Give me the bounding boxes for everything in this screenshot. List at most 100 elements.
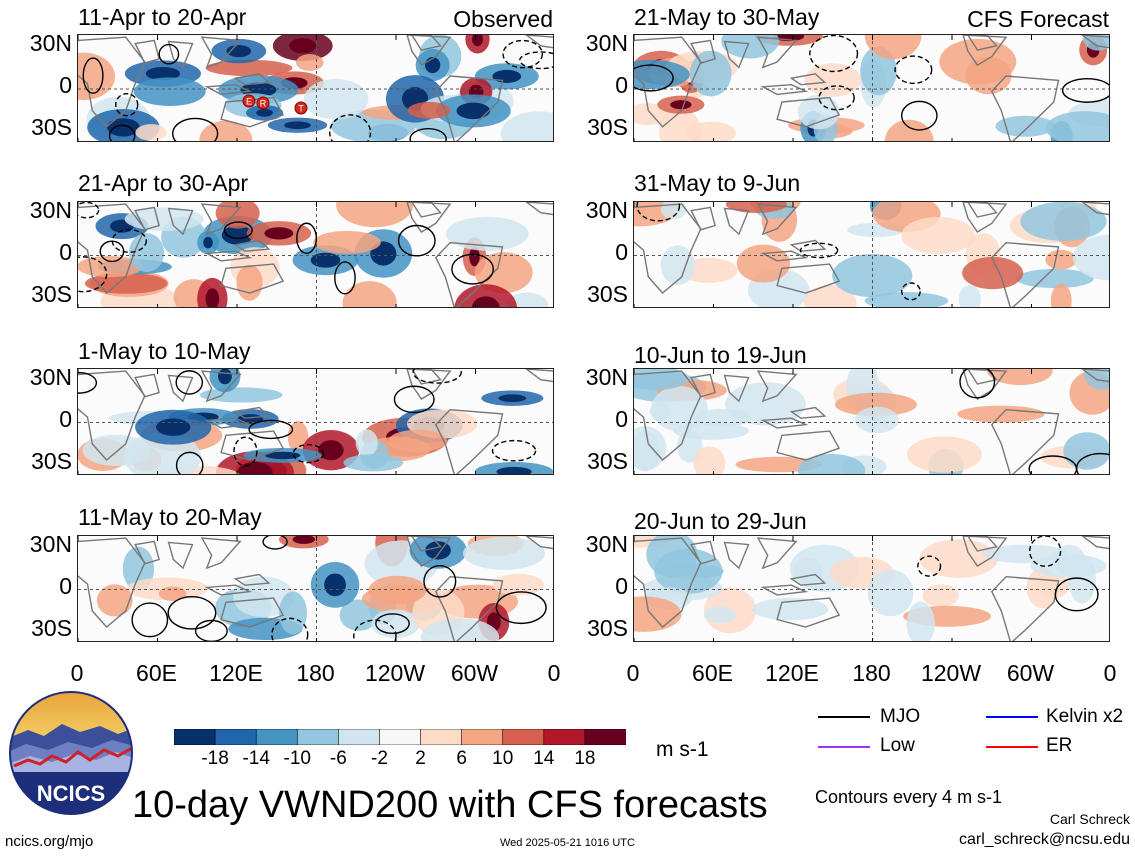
legend-label-mjo: MJO — [880, 706, 921, 727]
coastline — [204, 584, 253, 596]
mjo-contour — [634, 64, 674, 92]
legend-line-kelvin — [986, 716, 1038, 718]
anomaly-blob — [1016, 268, 1094, 289]
anomaly-blob — [205, 59, 293, 77]
lat-tick-label: 30N — [585, 364, 628, 390]
coastline — [760, 417, 809, 429]
anomaly-blob — [371, 609, 420, 639]
lat-tick-label: 30S — [31, 615, 72, 641]
figure-title: 10-day VWND200 with CFS forecasts — [132, 784, 768, 826]
mjo-contour — [271, 617, 309, 641]
coastline — [967, 35, 998, 51]
mjo-contour — [108, 124, 136, 141]
anomaly-core — [217, 369, 232, 385]
coastline — [776, 263, 841, 294]
coastline — [204, 83, 253, 96]
coastline — [78, 537, 146, 628]
anomaly-core — [496, 466, 532, 474]
mjo-contour — [397, 224, 436, 257]
anomaly-blob — [901, 216, 976, 255]
panel-title-obs3: 1-May to 10-May — [78, 338, 251, 364]
anomaly-blob — [651, 386, 708, 432]
map-svg — [78, 536, 553, 641]
panel-title-fc1: 21-May to 30-May — [634, 4, 820, 30]
anomaly-blob — [693, 446, 726, 474]
storm-marker-t: T — [294, 101, 308, 120]
anomaly-blob — [474, 252, 533, 294]
anomaly-blob — [987, 369, 1053, 386]
anomaly-blob — [634, 430, 660, 472]
lon-tick-label: 60W — [450, 660, 499, 686]
coastline — [760, 584, 809, 596]
lat-tick-label: 30S — [587, 615, 628, 641]
lat-tick-label: 0 — [59, 72, 72, 98]
coastline — [406, 35, 452, 67]
anomaly-blob — [343, 454, 404, 472]
coastline — [411, 536, 442, 552]
coastline — [78, 203, 146, 294]
coastline — [756, 370, 798, 403]
lon-tick-label: 0 — [70, 660, 84, 686]
coastline — [723, 374, 750, 403]
mjo-contour — [334, 261, 356, 295]
anomaly-blob — [1045, 249, 1077, 270]
map-panel-fc1 — [633, 34, 1110, 142]
map-panel-obs2 — [77, 201, 554, 308]
mjo-contour — [901, 282, 921, 301]
lon-tick-label: 120W — [920, 660, 982, 686]
coastline — [789, 73, 827, 86]
author-email[interactable]: carl_schreck@ncsu.edu — [959, 831, 1130, 848]
coastline — [962, 202, 1008, 233]
coastline — [723, 541, 750, 570]
coastline — [200, 537, 242, 570]
coastline — [756, 36, 798, 69]
coastline — [634, 537, 702, 628]
anomaly-core — [670, 100, 692, 110]
anomaly-blob — [236, 264, 263, 301]
map-panel-fc3 — [633, 368, 1110, 475]
lon-tick-label: 60W — [1006, 660, 1055, 686]
storm-label-t: T — [298, 104, 304, 114]
anomaly-blob — [703, 606, 736, 624]
coastline — [690, 540, 716, 565]
anomaly-blob — [906, 601, 935, 641]
colorbar-tick-label: -2 — [371, 748, 388, 769]
mjo-contour — [491, 439, 537, 462]
anomaly-blob — [804, 63, 862, 97]
mjo-contour — [799, 242, 839, 259]
anomaly-blob — [854, 406, 899, 434]
mjo-contour — [894, 55, 933, 85]
panel-title-obs1: 11-Apr to 20-Apr — [78, 4, 247, 30]
anomaly-blob — [295, 54, 324, 71]
anomaly-blob — [96, 584, 133, 617]
coastline — [411, 202, 442, 218]
coastline — [789, 406, 827, 419]
coastline — [776, 597, 841, 628]
mjo-contour — [375, 613, 410, 635]
mjo-contour — [423, 564, 457, 598]
anomaly-blob — [78, 255, 143, 278]
coastline — [962, 369, 1008, 400]
coastline — [789, 239, 827, 252]
mjo-contour — [451, 253, 494, 285]
site-link[interactable]: ncics.org/mjo — [5, 833, 94, 850]
coastline — [760, 250, 809, 262]
colorbar-tick-label: -6 — [329, 748, 347, 769]
anomaly-core — [265, 451, 301, 460]
anomaly-blob — [634, 59, 690, 90]
coastline — [134, 540, 160, 565]
coastline — [967, 536, 998, 552]
mjo-contour — [809, 35, 859, 73]
anomaly-core — [145, 66, 181, 81]
coastline — [690, 206, 716, 231]
anomaly-blob — [492, 573, 544, 596]
map-panel-obs4 — [77, 535, 554, 642]
anomaly-blob — [1063, 432, 1109, 470]
coastline — [204, 250, 253, 262]
colorbar-swatch — [214, 728, 257, 746]
mjo-contour — [900, 100, 938, 131]
coastline — [776, 430, 841, 461]
colorbar-swatch — [296, 728, 340, 746]
forecast-label: CFS Forecast — [967, 6, 1109, 32]
map-svg — [634, 35, 1109, 141]
